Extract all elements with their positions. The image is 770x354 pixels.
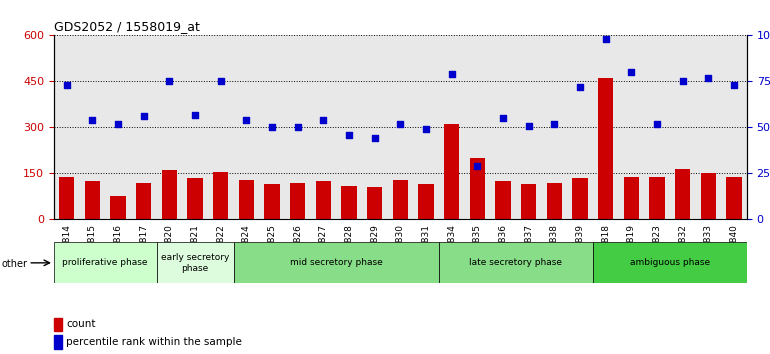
Point [574,84,586,90]
Bar [54,318,62,331]
Bar [675,169,691,219]
Point [446,71,458,77]
Point [394,121,407,127]
Bar [393,179,408,219]
Bar [59,177,75,219]
Point [369,136,381,141]
Point [702,75,715,81]
Point [240,117,253,123]
Text: mid secretory phase: mid secretory phase [290,258,383,267]
Bar [521,184,537,219]
Point [343,132,355,138]
Text: percentile rank within the sample: percentile rank within the sample [66,337,243,347]
Point [189,112,201,118]
FancyBboxPatch shape [156,242,233,283]
Point [292,125,304,130]
Text: proliferative phase: proliferative phase [62,258,148,267]
Point [163,79,176,84]
Bar [239,179,254,219]
Bar [136,183,152,219]
Bar [726,177,742,219]
FancyBboxPatch shape [439,242,593,283]
Point [523,123,535,129]
Bar [162,170,177,219]
Text: ambiguous phase: ambiguous phase [630,258,710,267]
Bar [572,178,588,219]
Bar [316,181,331,219]
Text: GDS2052 / 1558019_at: GDS2052 / 1558019_at [54,20,199,33]
Point [625,69,638,75]
FancyBboxPatch shape [593,242,747,283]
FancyBboxPatch shape [54,242,156,283]
Point [266,125,278,130]
Point [112,121,124,127]
Point [728,82,740,88]
Point [677,79,689,84]
Bar [495,181,511,219]
Point [420,126,432,132]
Point [471,163,484,169]
Bar [367,187,383,219]
Point [548,121,561,127]
Bar [701,173,716,219]
Bar [54,335,62,349]
Point [215,79,227,84]
Bar [187,178,203,219]
Point [497,115,509,121]
Point [651,121,663,127]
Text: early secretory
phase: early secretory phase [161,253,229,273]
Bar [444,124,460,219]
Bar [85,181,100,219]
Text: other: other [2,259,28,269]
Point [61,82,73,88]
Bar [624,177,639,219]
Text: count: count [66,319,96,329]
Bar [547,183,562,219]
FancyBboxPatch shape [233,242,439,283]
Bar [598,78,614,219]
Bar [110,196,126,219]
Bar [418,184,434,219]
Point [317,117,330,123]
Bar [264,184,280,219]
Bar [290,183,306,219]
Bar [213,172,229,219]
Bar [470,158,485,219]
Bar [341,186,357,219]
Point [86,117,99,123]
Point [600,36,612,42]
Point [138,114,150,119]
Text: late secretory phase: late secretory phase [470,258,562,267]
Bar [649,177,665,219]
